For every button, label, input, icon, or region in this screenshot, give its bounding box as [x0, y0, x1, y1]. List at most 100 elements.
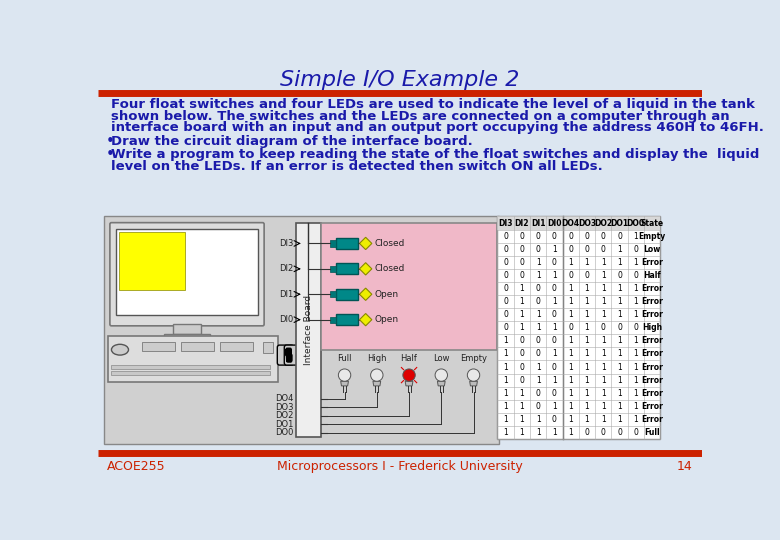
Text: 0: 0: [568, 232, 573, 241]
Text: 0: 0: [536, 297, 541, 306]
Text: 0: 0: [503, 245, 508, 254]
Text: DO4: DO4: [275, 395, 293, 403]
Bar: [336, 238, 358, 249]
Polygon shape: [438, 381, 445, 386]
Text: 1: 1: [601, 310, 605, 319]
Bar: [330, 266, 336, 272]
Text: 1: 1: [584, 415, 589, 424]
Text: 0: 0: [519, 245, 524, 254]
Polygon shape: [470, 381, 477, 386]
Text: 1: 1: [569, 415, 573, 424]
Text: 1: 1: [601, 336, 605, 346]
Text: Low: Low: [433, 354, 449, 363]
Bar: [173, 325, 201, 334]
Text: Error: Error: [641, 389, 663, 397]
Text: 1: 1: [633, 258, 638, 267]
Bar: [104, 217, 499, 444]
Text: 1: 1: [503, 349, 508, 359]
Text: 0: 0: [568, 245, 573, 254]
Circle shape: [339, 369, 351, 381]
Text: 0: 0: [536, 245, 541, 254]
Text: DI2: DI2: [515, 219, 529, 227]
Text: 1: 1: [552, 428, 557, 437]
Text: 1: 1: [584, 284, 589, 293]
Text: 0: 0: [519, 376, 524, 384]
Text: 0: 0: [503, 284, 508, 293]
Text: 1: 1: [569, 349, 573, 359]
FancyBboxPatch shape: [110, 222, 264, 326]
Text: Closed: Closed: [375, 239, 406, 248]
Text: 1: 1: [633, 376, 638, 384]
Text: 1: 1: [601, 376, 605, 384]
Text: High: High: [367, 354, 387, 363]
Text: 1: 1: [569, 362, 573, 372]
Bar: [116, 229, 258, 315]
Text: 1: 1: [617, 362, 622, 372]
Bar: [321, 222, 498, 350]
Text: 1: 1: [519, 284, 524, 293]
Text: 1: 1: [633, 336, 638, 346]
Bar: [164, 334, 211, 338]
Text: 1: 1: [601, 389, 605, 397]
Text: Error: Error: [641, 402, 663, 411]
Text: 1: 1: [584, 297, 589, 306]
Text: 1: 1: [519, 323, 524, 332]
Bar: [330, 291, 336, 298]
Text: •: •: [105, 134, 114, 149]
Text: 0: 0: [519, 258, 524, 267]
Text: 1: 1: [633, 362, 638, 372]
Text: 1: 1: [617, 336, 622, 346]
Circle shape: [402, 369, 415, 381]
Text: 1: 1: [536, 323, 541, 332]
Text: 1: 1: [569, 336, 573, 346]
Text: 1: 1: [617, 310, 622, 319]
Text: 0: 0: [601, 428, 605, 437]
Text: interface board with an input and an output port occupying the address 460H to 4: interface board with an input and an out…: [112, 122, 764, 134]
Text: 1: 1: [569, 258, 573, 267]
Text: 1: 1: [584, 336, 589, 346]
Text: 0: 0: [503, 232, 508, 241]
Text: DO3: DO3: [578, 219, 596, 227]
Bar: [498, 217, 660, 439]
Bar: [119, 232, 185, 289]
Text: Error: Error: [641, 258, 663, 267]
Text: 0: 0: [519, 349, 524, 359]
Text: 0: 0: [617, 428, 622, 437]
Text: 1: 1: [617, 349, 622, 359]
Text: Empty: Empty: [638, 232, 665, 241]
Text: Closed: Closed: [375, 265, 406, 273]
Text: 1: 1: [601, 297, 605, 306]
Polygon shape: [360, 314, 372, 326]
Text: Full: Full: [644, 428, 660, 437]
Text: 0: 0: [584, 428, 590, 437]
Text: 0: 0: [552, 362, 557, 372]
Text: 0: 0: [519, 362, 524, 372]
Bar: [336, 289, 358, 300]
Text: 1: 1: [617, 376, 622, 384]
Text: DO0: DO0: [626, 219, 645, 227]
Text: 1: 1: [569, 389, 573, 397]
Bar: [336, 314, 358, 325]
Text: 0: 0: [552, 232, 557, 241]
Text: Error: Error: [641, 349, 663, 359]
Text: 0: 0: [552, 258, 557, 267]
FancyBboxPatch shape: [284, 345, 300, 365]
Text: Simple I/O Example 2: Simple I/O Example 2: [280, 70, 519, 90]
Bar: [108, 336, 278, 382]
Text: ACOE255: ACOE255: [107, 460, 165, 473]
Text: DI3: DI3: [498, 219, 512, 227]
Text: 1: 1: [633, 402, 638, 411]
Bar: [330, 240, 336, 247]
Text: 1: 1: [617, 389, 622, 397]
Text: 0: 0: [536, 336, 541, 346]
Text: 1: 1: [503, 336, 508, 346]
Text: 1: 1: [519, 297, 524, 306]
Ellipse shape: [112, 345, 129, 355]
Text: 0: 0: [601, 232, 605, 241]
Text: 0: 0: [633, 245, 638, 254]
Text: DI3: DI3: [279, 239, 293, 248]
Text: 1: 1: [536, 376, 541, 384]
Text: 1: 1: [569, 428, 573, 437]
Text: 0: 0: [633, 428, 638, 437]
Text: 1: 1: [569, 310, 573, 319]
